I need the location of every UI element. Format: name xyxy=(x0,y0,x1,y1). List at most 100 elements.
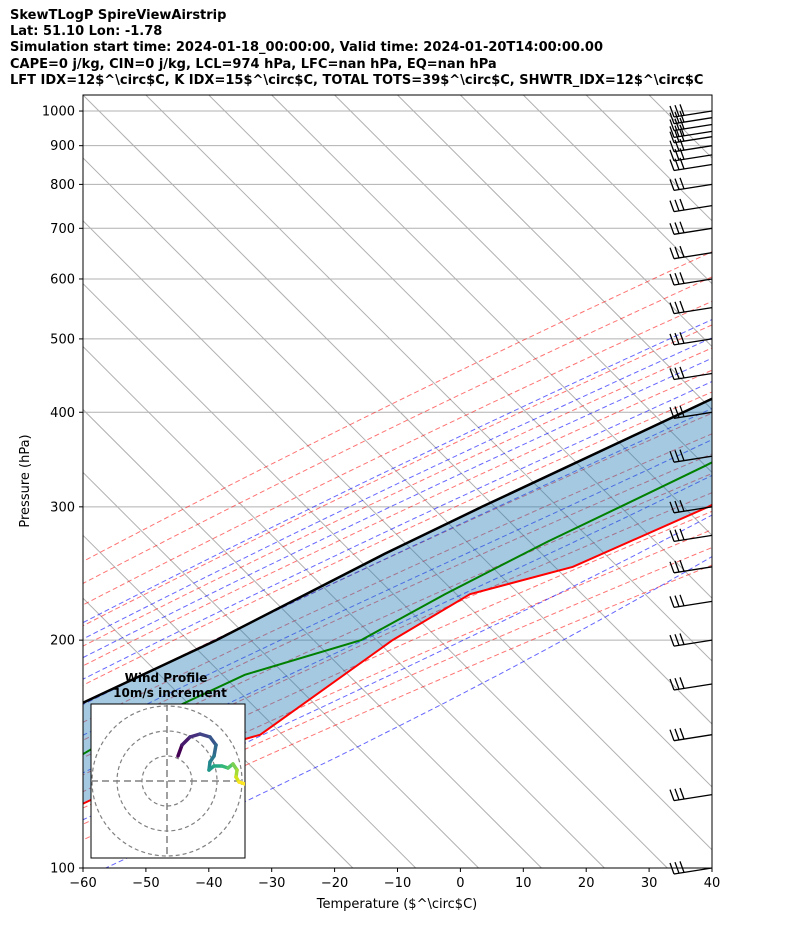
cin-cape-fill xyxy=(83,398,712,804)
barb-flag xyxy=(669,126,675,138)
barb-shaft xyxy=(673,683,713,691)
barb-flag xyxy=(674,367,680,379)
barb-shaft xyxy=(673,252,713,260)
barb-shaft xyxy=(673,566,713,574)
barb-flag xyxy=(669,561,675,574)
barb-flag xyxy=(674,199,680,212)
y-tick-label: 1000 xyxy=(42,105,75,120)
y-axis-label: Pressure (hPa) xyxy=(18,434,33,527)
x-tick-label: 40 xyxy=(704,876,721,891)
barb-flag xyxy=(669,789,675,801)
isotherm xyxy=(83,534,417,868)
barb-flag xyxy=(674,272,680,285)
moist-adiabat xyxy=(83,357,712,659)
isotherm xyxy=(522,95,712,285)
barb-flag xyxy=(669,407,675,419)
barb-shaft xyxy=(673,411,713,419)
barb-flag xyxy=(669,596,675,608)
y-tick-label: 900 xyxy=(50,139,75,154)
x-tick-label: −40 xyxy=(195,876,222,891)
moist-adiabat xyxy=(83,439,712,736)
barb-flag xyxy=(679,272,685,284)
barb-flag xyxy=(674,130,680,143)
dry-adiabat xyxy=(83,391,712,686)
wind-barb xyxy=(669,559,713,574)
barb-flag xyxy=(679,221,685,233)
barb-flag xyxy=(669,119,675,131)
hodograph-trace xyxy=(176,732,245,786)
barb-shaft xyxy=(673,204,713,213)
wind-barb xyxy=(669,245,713,260)
dry-adiabat xyxy=(83,347,712,647)
hodograph-segment xyxy=(237,780,245,786)
moist-adiabat xyxy=(83,380,712,680)
wind-barb xyxy=(669,594,713,609)
barb-shaft xyxy=(673,154,713,162)
barb-shaft xyxy=(673,117,713,125)
barb-shaft xyxy=(673,734,713,742)
hodograph-segment xyxy=(212,743,218,758)
isotherm xyxy=(83,157,712,788)
location-line: Lat: 51.10 Lon: -1.78 xyxy=(10,24,163,40)
parcel-profile-line xyxy=(83,397,712,705)
barb-flag xyxy=(679,300,685,313)
barb-flag xyxy=(679,117,685,130)
barb-flag xyxy=(669,729,675,741)
wind-barb xyxy=(669,148,713,162)
y-tick-label: 800 xyxy=(50,178,75,193)
chart-header: SkewTLogP SpireViewAirstrip Lat: 51.10 L… xyxy=(10,8,703,89)
x-tick-label: 30 xyxy=(641,876,658,891)
dry-adiabat xyxy=(83,529,712,809)
barb-flag xyxy=(679,677,685,689)
barb-flag xyxy=(674,158,680,170)
isotherm xyxy=(83,471,479,868)
barb-flag xyxy=(679,727,685,740)
barb-flag xyxy=(679,499,685,512)
wind-barb xyxy=(669,499,713,514)
x-tick-label: −60 xyxy=(69,876,96,891)
barb-flag xyxy=(669,149,675,162)
barb-shaft xyxy=(673,639,713,647)
barb-shaft xyxy=(673,455,713,463)
barb-shaft xyxy=(673,110,713,118)
barb-flag xyxy=(669,140,675,152)
isotherm xyxy=(397,95,712,411)
x-tick-label: 20 xyxy=(578,876,595,891)
barb-flag xyxy=(679,449,685,461)
barb-flag xyxy=(679,138,685,151)
moist-adiabat xyxy=(83,474,712,774)
barb-flag xyxy=(674,677,680,690)
wind-barb xyxy=(669,300,713,315)
barb-flag xyxy=(674,788,680,801)
isotherm xyxy=(460,95,712,348)
moist-adiabat xyxy=(83,407,712,706)
barb-flag xyxy=(674,178,680,190)
barb-flag xyxy=(669,333,675,346)
barb-shaft xyxy=(673,278,713,286)
hodograph-rings xyxy=(91,704,245,858)
barb-flag xyxy=(674,332,680,345)
barb-flag xyxy=(679,198,685,211)
barb-flag xyxy=(669,159,675,171)
wind-barb xyxy=(669,221,713,235)
wind-barb xyxy=(669,157,713,172)
wind-barb xyxy=(669,104,713,118)
y-tick-label: 500 xyxy=(50,332,75,347)
barb-flag xyxy=(679,633,685,645)
y-tick-label: 400 xyxy=(50,406,75,421)
barb-flag xyxy=(674,222,680,234)
barb-flag xyxy=(679,157,685,170)
barb-flag xyxy=(674,301,680,314)
barb-flag xyxy=(674,595,680,607)
barb-flag xyxy=(679,177,685,190)
moist-adiabat-lines xyxy=(83,319,712,868)
dry-adiabat xyxy=(83,276,712,585)
barb-flag xyxy=(669,501,675,514)
chart-title: SkewTLogP SpireViewAirstrip xyxy=(10,8,227,23)
x-tick-label: 0 xyxy=(456,876,464,891)
wind-barb xyxy=(669,198,713,213)
barb-flag xyxy=(679,129,685,142)
barb-flag xyxy=(679,366,685,379)
barb-flag xyxy=(674,560,680,573)
